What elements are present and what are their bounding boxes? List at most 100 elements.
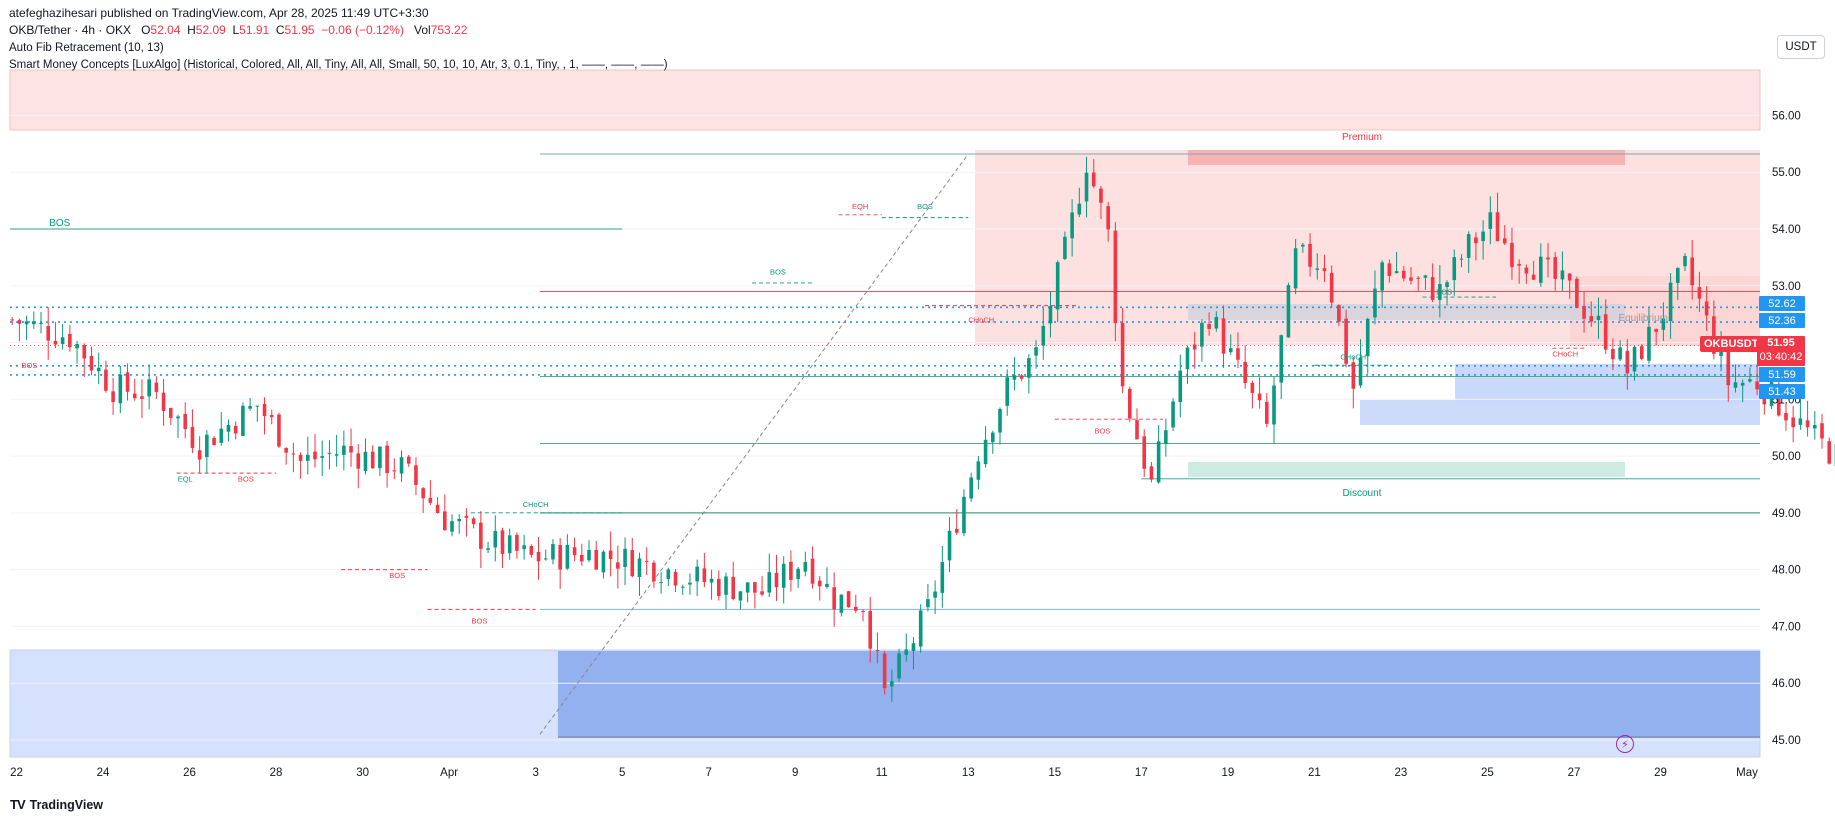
candle-body xyxy=(46,326,50,341)
candle-body xyxy=(1431,277,1435,300)
candle-body xyxy=(1157,441,1161,482)
structure-label: CHoCH xyxy=(1340,353,1366,362)
candle-body xyxy=(969,477,973,498)
candle-body xyxy=(652,563,656,582)
candle-body xyxy=(703,568,707,582)
currency-button[interactable]: USDT xyxy=(1777,35,1825,59)
structure-label: CHoCH xyxy=(523,500,549,509)
candle-body xyxy=(731,577,735,599)
candle-body xyxy=(739,591,743,600)
candle-body xyxy=(508,535,512,553)
x-tick-label: 7 xyxy=(705,767,711,779)
candle-body xyxy=(1496,212,1500,241)
x-tick-label: 29 xyxy=(1654,767,1667,779)
candle-body xyxy=(10,319,14,320)
candle-body xyxy=(962,497,966,533)
y-tick-label: 53.00 xyxy=(1772,281,1801,293)
candle-body xyxy=(104,370,108,391)
candle-body xyxy=(674,572,678,586)
candle-body xyxy=(414,465,418,485)
indicator-smc[interactable]: Smart Money Concepts [LuxAlgo] (Historic… xyxy=(9,59,668,71)
candle-body xyxy=(256,406,260,407)
candle-body xyxy=(1005,377,1009,406)
structure-label: BOS xyxy=(471,617,487,626)
candle-body xyxy=(1553,257,1557,279)
ohlc-c-value: 51.95 xyxy=(285,23,315,37)
candle-body xyxy=(248,406,252,409)
candle-body xyxy=(371,452,375,469)
candle-body xyxy=(998,409,1002,433)
candle-body xyxy=(465,516,469,518)
indicator-fib[interactable]: Auto Fib Retracement (10, 13) xyxy=(9,42,164,54)
candle-body xyxy=(854,607,858,611)
candle-body xyxy=(587,550,591,560)
structure-label: BOS xyxy=(1436,287,1452,296)
candle-body xyxy=(1409,277,1413,280)
candle-body xyxy=(1827,441,1831,463)
candle-body xyxy=(1633,347,1637,372)
candle-body xyxy=(25,321,29,324)
candle-body xyxy=(1525,268,1529,274)
candle-body xyxy=(717,579,721,596)
candle-body xyxy=(868,611,872,649)
candle-body xyxy=(1676,268,1680,283)
candle-body xyxy=(1452,257,1456,280)
discount-label: Discount xyxy=(1343,488,1382,499)
y-tick-label: 50.00 xyxy=(1772,451,1801,463)
candle-body xyxy=(573,547,577,555)
candle-body xyxy=(1243,362,1247,383)
candle-body xyxy=(753,582,757,593)
candle-body xyxy=(1799,418,1803,424)
candle-body xyxy=(61,337,65,344)
candle-body xyxy=(1510,243,1514,267)
ohlc-h-value: 52.09 xyxy=(196,23,226,37)
candle-body xyxy=(1056,262,1060,309)
candle-body xyxy=(991,433,995,443)
structure-label: CHoCH xyxy=(1552,350,1578,359)
ohlc-l-value: 51.91 xyxy=(239,23,269,37)
tradingview-logo[interactable]: TV TradingView xyxy=(10,797,103,812)
candle-body xyxy=(659,582,663,583)
ohlc-o-value: 52.04 xyxy=(150,23,180,37)
candle-body xyxy=(695,567,699,582)
candle-body xyxy=(789,562,793,580)
candle-body xyxy=(1791,417,1795,427)
symbol-legend[interactable]: OKB/Tether · 4h · OKX O52.04 H52.09 L51.… xyxy=(9,22,668,39)
structure-label: CHoCH xyxy=(968,316,994,325)
candle-body xyxy=(1698,287,1702,299)
candle-body xyxy=(1582,306,1586,319)
candle-body xyxy=(638,558,642,577)
premium-zone-strip xyxy=(1188,150,1625,165)
candle-body xyxy=(551,544,555,559)
current-price-value: 51.95 xyxy=(1757,336,1805,350)
candle-body xyxy=(1741,383,1745,386)
candle-body xyxy=(681,587,685,588)
x-tick-label: Apr xyxy=(440,767,458,779)
y-tick-label: 55.00 xyxy=(1772,167,1801,179)
candle-body xyxy=(1049,306,1053,323)
candle-body xyxy=(1517,264,1521,266)
candle-body xyxy=(270,415,274,417)
candle-body xyxy=(364,452,368,471)
candle-body xyxy=(191,427,195,448)
x-tick-label: 27 xyxy=(1568,767,1581,779)
y-tick-label: 45.00 xyxy=(1772,735,1801,747)
x-tick-label: 3 xyxy=(532,767,538,779)
candle-body xyxy=(400,457,404,473)
candle-body xyxy=(1669,283,1673,321)
chart-header: atefeghazihesari published on TradingVie… xyxy=(9,5,668,73)
x-tick-label: 5 xyxy=(619,767,625,779)
volume-value: 753.22 xyxy=(431,23,468,37)
candle-body xyxy=(1705,301,1709,315)
candle-body xyxy=(385,446,389,473)
candle-body xyxy=(479,523,483,549)
candle-body xyxy=(1380,262,1384,290)
lightning-icon[interactable]: ⚡ xyxy=(1616,735,1634,753)
candle-body xyxy=(912,643,916,651)
candle-body xyxy=(767,572,771,592)
candle-body xyxy=(219,429,223,443)
tradingview-logo-icon: TV xyxy=(10,797,25,812)
candle-body xyxy=(804,562,808,572)
